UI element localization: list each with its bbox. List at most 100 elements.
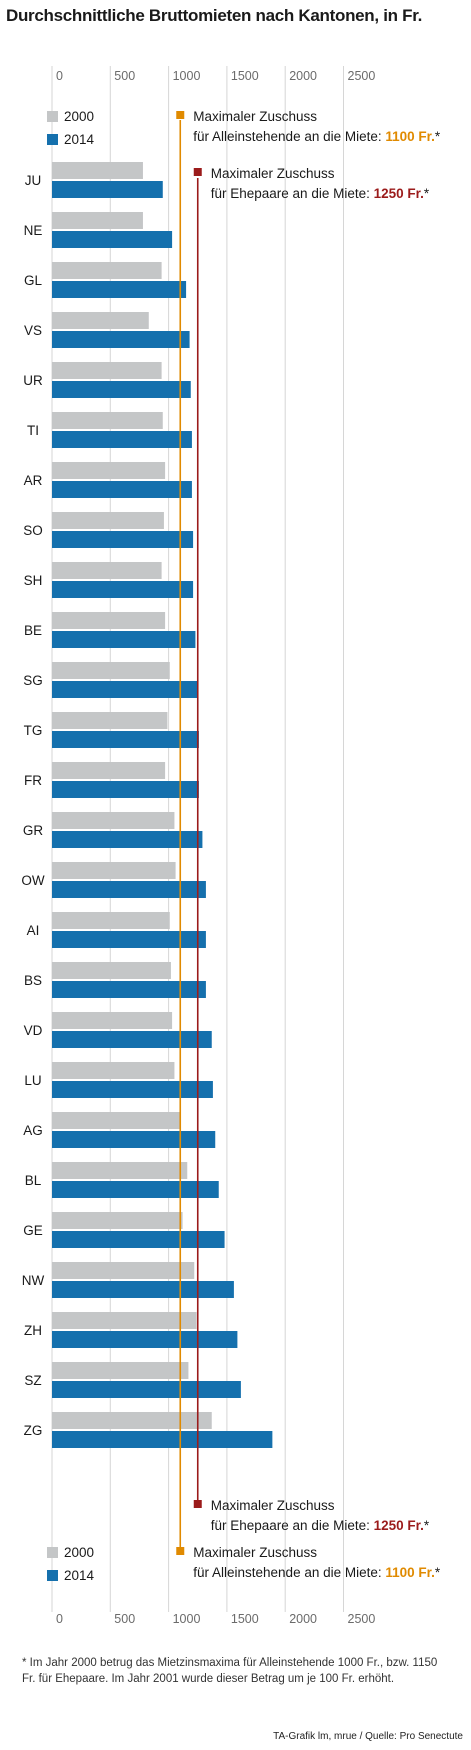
x-tick-label-top: 2500 xyxy=(348,69,376,83)
footnote: * Im Jahr 2000 betrug das Mietzinsmaxima… xyxy=(22,1657,438,1685)
x-tick-label-top: 0 xyxy=(56,69,63,83)
category-label: TG xyxy=(24,723,43,738)
bar-2000 xyxy=(52,562,162,579)
annotation-alleinstehende-top-marker xyxy=(176,111,185,119)
bar-2000 xyxy=(52,1212,183,1229)
category-label: SH xyxy=(24,573,43,588)
category-label: TI xyxy=(27,423,39,438)
category-label: LU xyxy=(24,1073,41,1088)
bar-2000 xyxy=(52,762,166,779)
annotation-ehepaare-bottom-marker xyxy=(193,1500,202,1508)
bar-2014 xyxy=(52,1031,212,1048)
legend-label-2014: 2014 xyxy=(64,132,95,147)
bar-2014 xyxy=(52,981,206,998)
bar-2000 xyxy=(52,212,143,229)
category-label: GR xyxy=(23,823,44,838)
annotation-ehepaare-top-line1: Maximaler Zuschuss xyxy=(211,166,335,181)
legend-swatch-2000 xyxy=(47,111,58,122)
bar-2000 xyxy=(52,262,162,279)
category-label: VS xyxy=(24,323,42,338)
bar-2000 xyxy=(52,962,171,979)
category-label: AR xyxy=(24,473,43,488)
bar-2014 xyxy=(52,1231,225,1248)
legend-swatch-2014 xyxy=(47,1570,58,1581)
category-label: ZG xyxy=(24,1423,43,1438)
bar-2014 xyxy=(52,1381,241,1398)
x-tick-label-top: 500 xyxy=(114,69,135,83)
bar-2000 xyxy=(52,712,168,729)
bar-2014 xyxy=(52,481,192,498)
bar-2014 xyxy=(52,1331,238,1348)
annotation-alleinstehende-bottom-line1: Maximaler Zuschuss xyxy=(193,1545,317,1560)
x-tick-label-top: 1500 xyxy=(231,69,259,83)
category-label: UR xyxy=(23,373,43,388)
bar-2014 xyxy=(52,431,192,448)
bar-2014 xyxy=(52,1131,216,1148)
legend-label-2000: 2000 xyxy=(64,109,94,124)
bar-2014 xyxy=(52,281,187,298)
category-label: NW xyxy=(22,1273,45,1288)
x-tick-label-bottom: 2000 xyxy=(289,1612,317,1626)
x-tick-label-bottom: 1000 xyxy=(173,1612,201,1626)
annotation-alleinstehende-top-line2: für Alleinstehende an die Miete: 1100 Fr… xyxy=(193,129,441,144)
category-label: OW xyxy=(21,873,45,888)
category-label: BL xyxy=(25,1173,42,1188)
bar-2014 xyxy=(52,1431,273,1448)
bar-2000 xyxy=(52,1262,195,1279)
category-label: GL xyxy=(24,273,43,288)
bar-2000 xyxy=(52,462,166,479)
annotation-ehepaare-top-line2: für Ehepaare an die Miete: 1250 Fr.* xyxy=(211,186,430,201)
source-credit: TA-Grafik lm, mrue / Quelle: Pro Senectu… xyxy=(273,1731,463,1742)
bar-2014 xyxy=(52,581,194,598)
bar-2000 xyxy=(52,1162,188,1179)
bar-2014 xyxy=(52,1281,234,1298)
category-label: ZH xyxy=(24,1323,42,1338)
x-tick-label-bottom: 2500 xyxy=(348,1612,376,1626)
bar-2000 xyxy=(52,412,163,429)
bar-2014 xyxy=(52,531,194,548)
bar-2014 xyxy=(52,831,203,848)
legend-label-2000: 2000 xyxy=(64,1545,94,1560)
category-label: JU xyxy=(25,173,42,188)
x-tick-label-top: 1000 xyxy=(173,69,201,83)
bar-2014 xyxy=(52,1081,213,1098)
category-label: GE xyxy=(23,1223,43,1238)
bar-2014 xyxy=(52,781,199,798)
legend-label-2014: 2014 xyxy=(64,1568,95,1583)
category-label: VD xyxy=(24,1023,43,1038)
legend-swatch-2000 xyxy=(47,1547,58,1558)
annotation-ehepaare-bottom-line2: für Ehepaare an die Miete: 1250 Fr.* xyxy=(211,1518,430,1533)
bar-2000 xyxy=(52,1062,175,1079)
bar-2000 xyxy=(52,912,170,929)
chart-title: Durchschnittliche Bruttomieten nach Kant… xyxy=(6,6,423,25)
bar-2000 xyxy=(52,162,143,179)
category-label: NE xyxy=(24,223,43,238)
bar-2014 xyxy=(52,681,198,698)
annotation-alleinstehende-bottom-marker xyxy=(176,1547,185,1555)
bar-2000 xyxy=(52,512,164,529)
bar-2000 xyxy=(52,612,166,629)
x-tick-label-bottom: 0 xyxy=(56,1612,63,1626)
category-label: AG xyxy=(23,1123,43,1138)
bar-2000 xyxy=(52,312,149,329)
bar-2014 xyxy=(52,331,190,348)
bar-2014 xyxy=(52,381,191,398)
bar-2014 xyxy=(52,881,206,898)
category-label: SG xyxy=(23,673,43,688)
bar-2014 xyxy=(52,231,173,248)
bar-2000 xyxy=(52,662,170,679)
x-tick-label-bottom: 500 xyxy=(114,1612,135,1626)
bar-2014 xyxy=(52,931,206,948)
category-label: SO xyxy=(23,523,43,538)
annotation-alleinstehende-bottom-line2: für Alleinstehende an die Miete: 1100 Fr… xyxy=(193,1565,441,1580)
bar-2014 xyxy=(52,731,199,748)
bar-2000 xyxy=(52,362,162,379)
bar-2000 xyxy=(52,1412,212,1429)
category-label: FR xyxy=(24,773,42,788)
category-label: BE xyxy=(24,623,42,638)
bar-2000 xyxy=(52,1012,173,1029)
legend-swatch-2014 xyxy=(47,134,58,145)
x-tick-label-bottom: 1500 xyxy=(231,1612,259,1626)
bar-2000 xyxy=(52,862,176,879)
